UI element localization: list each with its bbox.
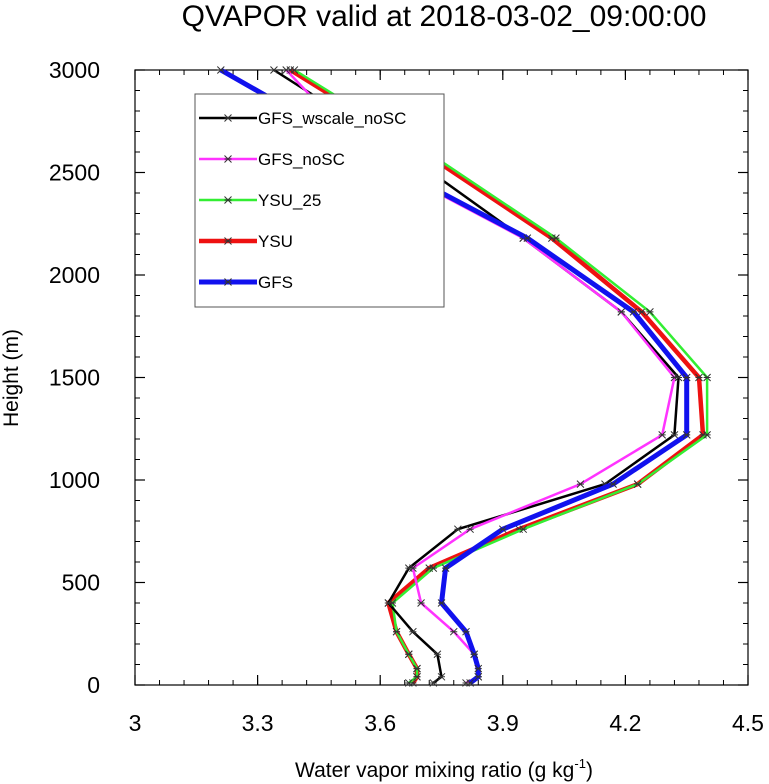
data-point (498, 525, 507, 534)
data-point (429, 564, 438, 573)
x-axis-label-exponent: -1 (574, 756, 586, 771)
data-point (466, 679, 474, 687)
data-point (682, 431, 691, 439)
data-point (216, 66, 225, 74)
x-axis-label: Water vapor mixing ratio (g kg-1) (295, 756, 593, 782)
data-point (409, 564, 417, 573)
y-axis: 0 500 1000 1500 2000 2500 3000 (49, 57, 748, 698)
data-point (470, 650, 479, 659)
legend-label: GFS (258, 273, 293, 292)
data-point (429, 679, 438, 687)
data-point (409, 627, 417, 636)
data-point (703, 373, 711, 382)
y-tick-label: 2500 (49, 160, 100, 186)
y-tick-label: 2000 (49, 262, 100, 288)
y-tick-label: 500 (62, 570, 100, 596)
data-point (637, 308, 646, 316)
legend-label: GFS_noSC (258, 150, 345, 169)
series-ysu-25 (290, 66, 711, 687)
legend-marker (224, 237, 232, 245)
data-point (384, 599, 393, 607)
data-point (609, 480, 617, 488)
data-point (576, 480, 585, 488)
data-point (404, 650, 413, 659)
x-axis: 3 3.3 3.6 3.9 4.2 4.5 (129, 70, 764, 736)
x-tick-label: 4.2 (609, 710, 641, 736)
data-point (466, 525, 474, 534)
legend: GFS_wscale_noSC GFS_noSC YSU_25 YSU GFS (194, 93, 445, 308)
y-axis-label: Height (m) (0, 329, 23, 427)
data-point (449, 627, 458, 636)
legend-label: YSU (258, 232, 293, 251)
data-point (437, 672, 446, 681)
data-point (270, 66, 278, 74)
data-point (519, 525, 528, 534)
data-point (282, 66, 291, 74)
data-point (523, 234, 532, 242)
data-point (682, 373, 691, 382)
legend-entry: YSU_25 (199, 191, 321, 210)
data-point (633, 480, 642, 488)
y-tick-label: 0 (87, 672, 100, 698)
data-point (290, 66, 299, 74)
data-point (441, 564, 450, 573)
y-tick-label: 3000 (49, 57, 100, 83)
data-point (433, 650, 442, 659)
data-point (617, 308, 626, 316)
x-tick-label: 4.5 (732, 710, 764, 736)
data-point (413, 672, 421, 681)
data-point (474, 664, 483, 673)
y-tick-label: 1000 (49, 467, 100, 493)
data-point (646, 308, 654, 316)
data-point (703, 431, 711, 439)
data-point (392, 627, 401, 636)
legend-entry: YSU (199, 232, 293, 251)
data-point (437, 599, 446, 607)
x-axis-label-close: ) (586, 759, 593, 782)
data-point (670, 431, 679, 439)
data-point (552, 234, 560, 242)
data-point (413, 664, 421, 673)
data-point (695, 373, 703, 382)
legend-label: YSU_25 (258, 191, 321, 210)
legend-marker (224, 278, 232, 286)
data-point (474, 672, 483, 681)
x-tick-label: 3.9 (487, 710, 519, 736)
data-point (453, 525, 462, 534)
legend-marker (224, 155, 232, 163)
x-tick-label: 3 (129, 710, 142, 736)
data-point (404, 679, 413, 687)
legend-marker (224, 114, 232, 122)
data-point (629, 308, 638, 316)
series-gfs (216, 66, 691, 687)
chart-title: QVAPOR valid at 2018-03-02_09:00:00 (182, 0, 707, 33)
y-tick-label: 1500 (49, 365, 100, 391)
data-point (670, 373, 679, 382)
data-point (417, 599, 425, 607)
legend-label: GFS_wscale_noSC (258, 109, 406, 128)
x-tick-label: 3.3 (242, 710, 274, 736)
legend-entry: GFS_noSC (199, 150, 345, 169)
series-layer (216, 66, 711, 687)
x-tick-label: 3.6 (364, 710, 396, 736)
legend-entry: GFS (199, 273, 293, 292)
x-axis-label-text: Water vapor mixing ratio (g kg (295, 759, 574, 782)
legend-marker (224, 196, 232, 204)
data-point (462, 627, 470, 636)
legend-entry: GFS_wscale_noSC (199, 109, 406, 128)
data-point (658, 431, 667, 439)
